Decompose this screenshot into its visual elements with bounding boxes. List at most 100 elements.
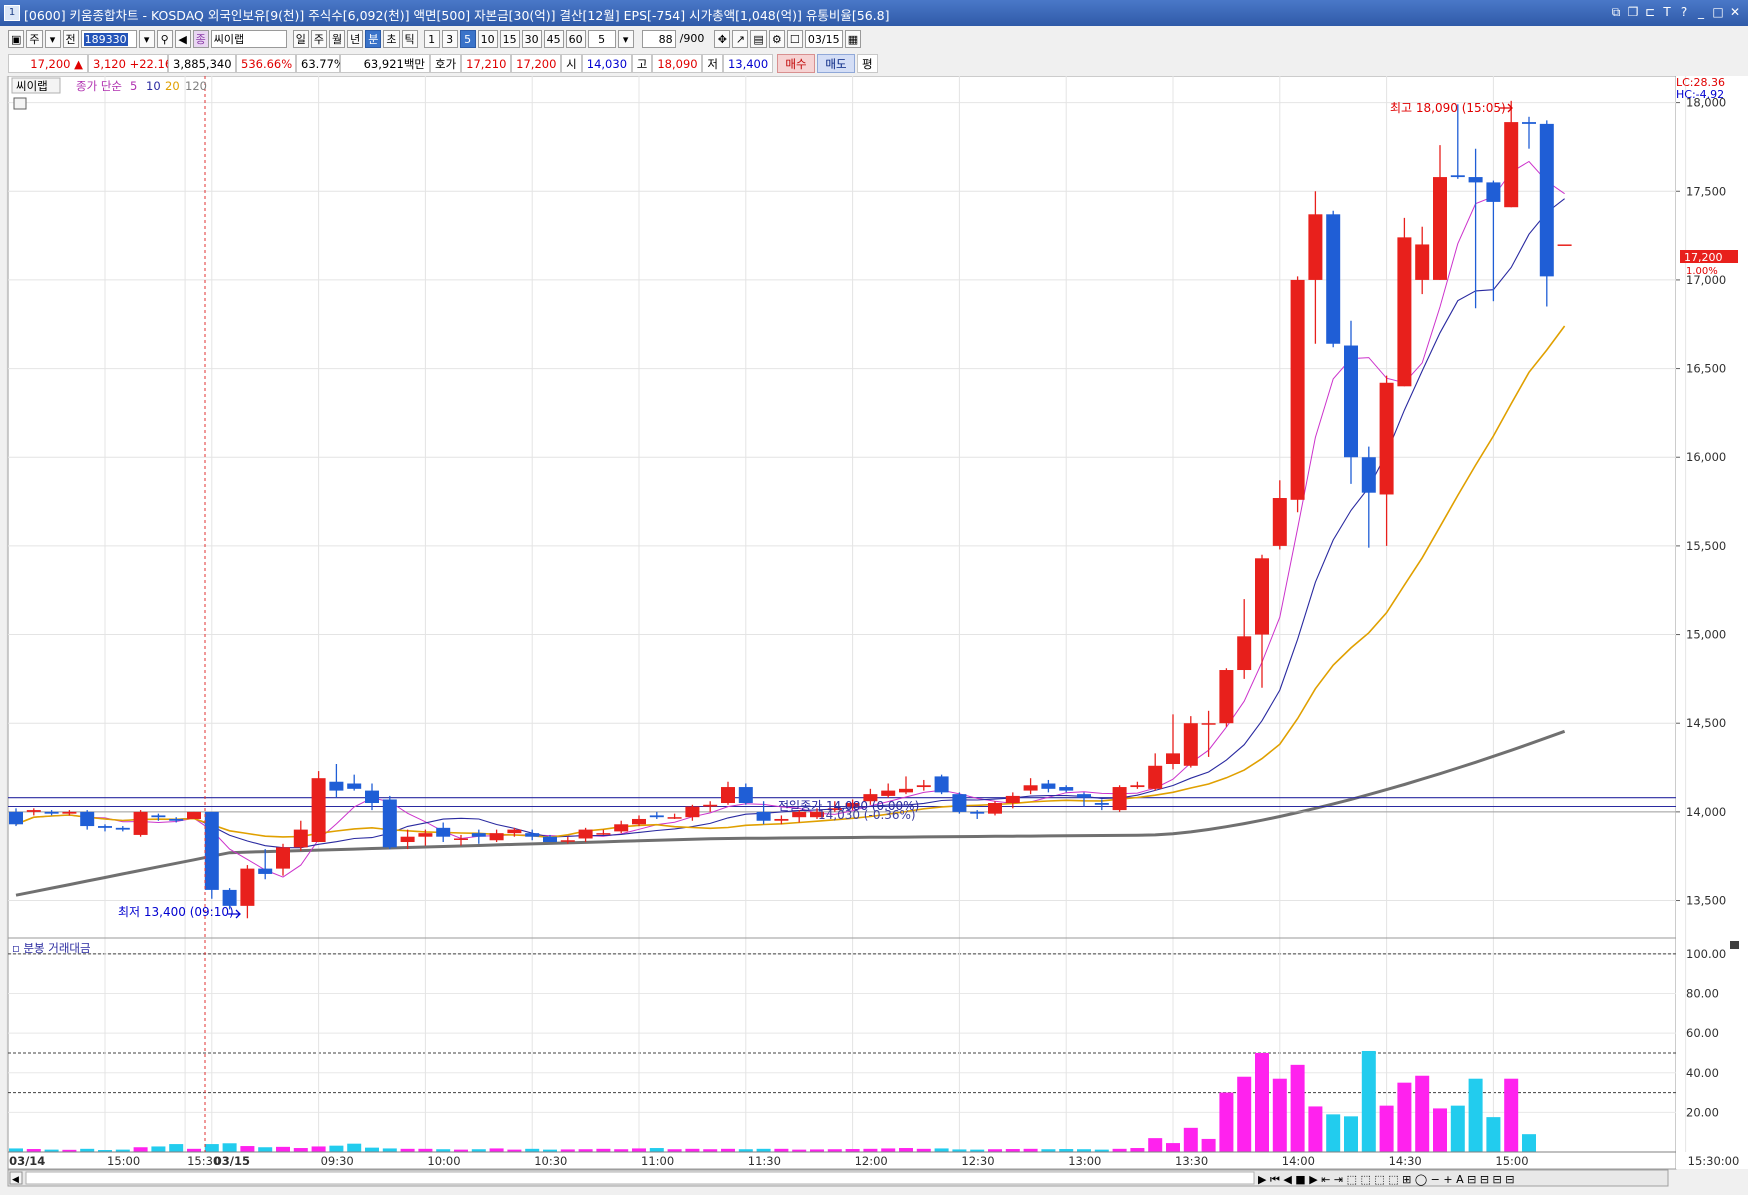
time-tick-label: 15:00 (107, 1154, 140, 1168)
minute-3-button[interactable]: 3 (441, 30, 458, 48)
minute-30-button[interactable]: 30 (521, 30, 542, 48)
dropdown-arrow-icon[interactable]: ▾ (44, 30, 61, 48)
price-tick-label: 14,500 (1686, 716, 1726, 730)
candle-body (418, 833, 433, 837)
moving-averages (15, 160, 1566, 878)
time-tick-label: 15:30 (187, 1154, 220, 1168)
high-label: 고 (631, 53, 653, 73)
pin-icon[interactable]: ⊏ (1644, 5, 1656, 19)
flat-button[interactable]: 평 (856, 53, 878, 73)
bid-ask-label: 호가 (430, 53, 462, 73)
volume-bar (1433, 1108, 1447, 1152)
turnover-ratio: 63.77% (296, 53, 345, 73)
candle-body (1077, 794, 1091, 798)
sell-button[interactable]: 매도 (816, 53, 855, 73)
time-tick-label: 12:30 (961, 1154, 994, 1168)
count-input[interactable]: 88 (641, 30, 676, 48)
minute-45-button[interactable]: 45 (543, 30, 564, 48)
minute-60-button[interactable]: 60 (565, 30, 586, 48)
time-tick-label: 12:00 (855, 1154, 888, 1168)
minute-5-button[interactable]: 5 (459, 30, 476, 48)
stock-group-icon[interactable]: 종 (192, 30, 209, 48)
volume-bar (329, 1145, 344, 1152)
tile-icon[interactable]: ⧉ (1611, 5, 1621, 19)
save-icon[interactable]: ▤ (750, 30, 767, 48)
speaker-icon[interactable]: ◀ (174, 30, 191, 48)
candle-body (347, 783, 362, 789)
horizontal-scrollbar[interactable]: ◀ (7, 1169, 1669, 1187)
grid-toggle-icon[interactable] (13, 97, 27, 110)
help-icon[interactable]: ? (1680, 5, 1688, 19)
search-icon[interactable]: ⚲ (156, 30, 173, 48)
minimize-icon[interactable]: _ (1698, 5, 1704, 19)
volume-bar (1201, 1138, 1216, 1152)
custom-minute-input[interactable]: 5 (587, 30, 616, 48)
candle-body (222, 889, 237, 906)
volume-bar (1059, 1149, 1074, 1152)
lc-label: LC:28.36 (1676, 76, 1725, 89)
candle-body (1326, 214, 1341, 344)
period-type-select[interactable]: 주 (26, 30, 43, 48)
period-monthly[interactable]: 월 (329, 30, 346, 48)
volume-bar (1041, 1149, 1056, 1152)
text-icon[interactable]: T (1663, 5, 1671, 19)
volume-bar (988, 1149, 1002, 1152)
volume-bar (169, 1144, 184, 1152)
code-dropdown-icon[interactable]: ▾ (138, 30, 155, 48)
candle-body (98, 826, 112, 828)
panel-close-icon[interactable] (1730, 941, 1739, 949)
maximize-icon[interactable]: □ (1712, 5, 1724, 19)
jeon-button[interactable]: 전 (62, 30, 79, 48)
period-daily[interactable]: 일 (292, 30, 309, 48)
minute-1-button[interactable]: 1 (423, 30, 440, 48)
candle-body (1219, 670, 1234, 724)
scroll-controls[interactable]: ▶ ⏮ ◀ ■ ▶ ⇤ ⇥ ⬚ ⬚ ⬚ ⬚ ⊞ ◯ − + A ⊟ ⊟ ⊟ ⊟ (1258, 1173, 1514, 1186)
chart-settings-icon[interactable]: ▣ (8, 30, 25, 48)
svg-text:▶ ⏮ ◀ ■ ▶ ⇤ ⇥ ⬚ ⬚ ⬚ ⬚ ⊞ ◯ − +: ▶ ⏮ ◀ ■ ▶ ⇤ ⇥ ⬚ ⬚ ⬚ ⬚ ⊞ ◯ − + A ⊟ ⊟ ⊟ ⊟ (1258, 1173, 1514, 1186)
volume-bar (293, 1148, 308, 1152)
candle-body (632, 818, 646, 825)
volume-bar (970, 1149, 985, 1152)
legend-stock-name[interactable]: 씨이랩 (16, 79, 48, 93)
date-input[interactable]: 03/15 (804, 30, 843, 48)
volume-bar (810, 1149, 824, 1152)
stock-name-field[interactable]: 씨이랩 (210, 30, 287, 48)
draw-line-icon[interactable]: ↗ (732, 30, 749, 48)
volume-panel-title: ▫ 분봉 거래대금 (12, 941, 91, 955)
gear-icon[interactable]: ⚙ (768, 30, 785, 48)
close-icon[interactable]: ✕ (1729, 5, 1741, 19)
date-checkbox[interactable]: ☐ (786, 30, 803, 48)
minute-15-button[interactable]: 15 (499, 30, 520, 48)
custom-minute-dropdown-icon[interactable]: ▾ (617, 30, 634, 48)
stock-code-input[interactable]: 189330 (80, 30, 137, 48)
volume-bar (916, 1148, 931, 1152)
price-tick-label: 14,000 (1686, 805, 1726, 819)
volume-bar (44, 1149, 59, 1152)
period-weekly[interactable]: 주 (310, 30, 328, 48)
volume-bar (382, 1148, 397, 1152)
candle-body (258, 868, 273, 874)
candle-body (863, 794, 878, 802)
period-second[interactable]: 초 (383, 30, 400, 48)
period-tick[interactable]: 틱 (401, 30, 418, 48)
candle-body (1539, 123, 1554, 277)
buy-button[interactable]: 매수 (776, 53, 815, 73)
volume-bar (240, 1146, 255, 1152)
time-tick-label: 11:30 (748, 1154, 781, 1168)
candle-body (1308, 214, 1323, 280)
period-minute[interactable]: 분 (365, 30, 382, 48)
candle-body (1504, 122, 1519, 208)
chart-toolbar: ▣ 주 ▾ 전 189330 ▾ ⚲ ◀ 종 씨이랩 일 주 월 년 분 초 틱… (0, 28, 1748, 50)
ma120-line (15, 729, 1566, 897)
indicator-icon[interactable]: ✥ (714, 30, 731, 48)
calendar-icon[interactable]: ▦ (844, 30, 862, 48)
time-tick-label: 15:30:00 (1688, 1154, 1740, 1168)
candle-body (133, 811, 148, 835)
minute-10-button[interactable]: 10 (477, 30, 498, 48)
period-yearly[interactable]: 년 (347, 30, 364, 48)
volume-bar (1077, 1149, 1091, 1152)
candle-body (525, 833, 540, 837)
volume-bar (1486, 1117, 1501, 1152)
restore-window-icon[interactable]: ❐ (1627, 5, 1639, 19)
title-bar: 1 [0600] 키움종합차트 - KOSDAQ 외국인보유[9(천)] 주식수… (0, 0, 1748, 26)
